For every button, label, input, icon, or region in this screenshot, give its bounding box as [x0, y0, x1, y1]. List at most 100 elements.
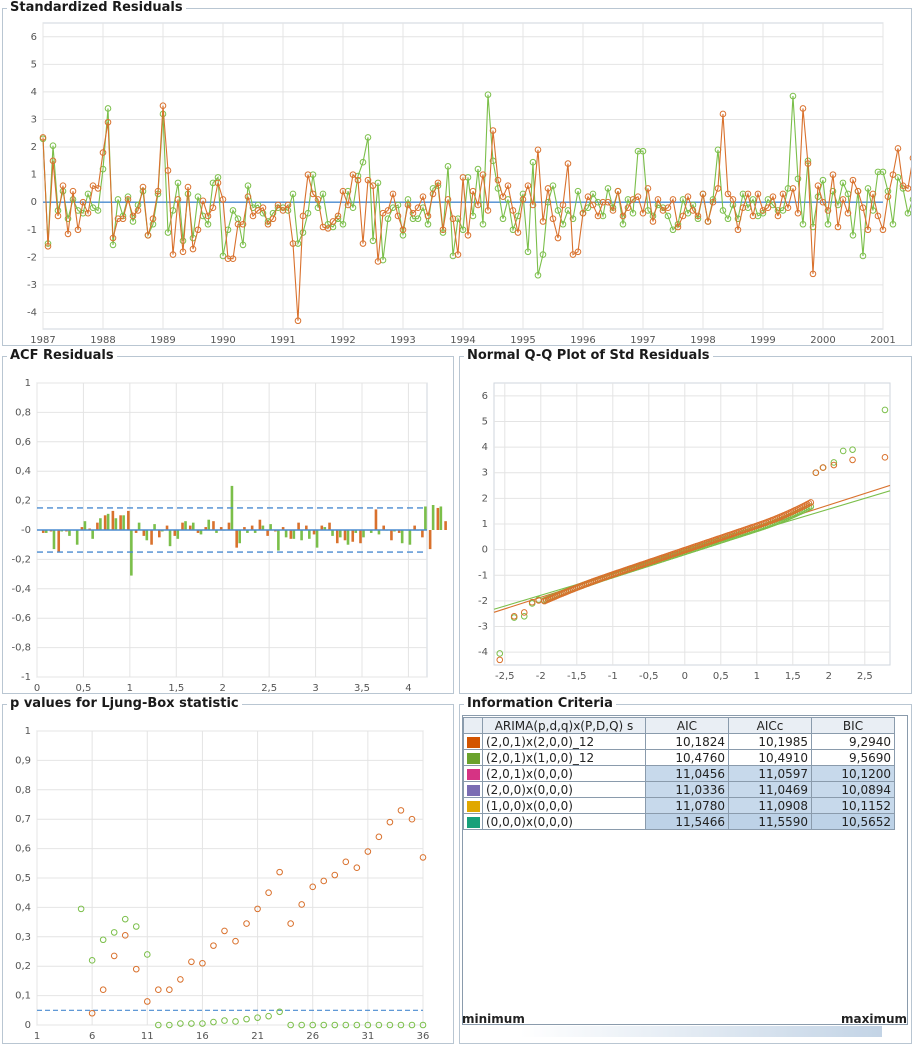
table-row[interactable]: (2,0,1)x(1,0,0)_12 10,4760 10,4910 9,5690 — [463, 749, 895, 766]
acf-bar-green — [191, 522, 195, 530]
data-point — [84, 190, 92, 198]
data-point — [179, 237, 187, 245]
data-point — [629, 209, 637, 217]
data-point — [109, 234, 117, 242]
aicc-cell: 11,0908 — [728, 797, 812, 814]
acf-bar-green — [153, 524, 156, 530]
acf-bar-orange — [351, 530, 355, 542]
acf-bar-green — [331, 530, 334, 536]
data-point — [109, 241, 117, 249]
data-point — [884, 193, 892, 200]
data-point — [784, 204, 792, 212]
data-point — [219, 252, 227, 260]
acf-bar-green — [68, 530, 71, 536]
acf-bar-orange — [328, 522, 331, 530]
data-point — [849, 231, 857, 239]
x-tick-label: 1997 — [630, 335, 655, 345]
data-point — [159, 102, 167, 110]
acf-bar-orange — [219, 527, 223, 530]
data-point — [839, 179, 847, 187]
model-cell: (2,0,1)x(1,0,0)_12 — [482, 749, 646, 766]
table-row[interactable]: (2,0,1)x(0,0,0) 11,0456 11,0597 10,1200 — [463, 765, 895, 782]
data-point — [619, 212, 627, 220]
table-row[interactable]: (2,0,0)x(0,0,0) 11,0336 11,0469 10,0894 — [463, 781, 895, 798]
qq-point-green — [849, 446, 856, 453]
y-tick-label: -4 — [27, 307, 37, 318]
data-point — [404, 201, 412, 209]
y-tick-label: 2 — [31, 142, 37, 153]
data-point — [634, 147, 642, 155]
pvalue-point-orange — [199, 959, 206, 967]
data-point — [879, 168, 887, 176]
data-point — [764, 196, 772, 203]
data-point — [314, 204, 322, 212]
information-criteria-table[interactable]: ARIMA(p,d,q)x(P,D,Q) s AIC AICc BIC (2,0… — [463, 717, 895, 830]
data-point — [369, 182, 377, 189]
acf-bar-orange — [142, 530, 146, 536]
pvalue-point-green — [386, 1021, 394, 1029]
data-point — [559, 201, 567, 209]
data-point — [69, 187, 77, 195]
y-tick-label: 0,8 — [15, 785, 31, 796]
aic-header[interactable]: AIC — [645, 717, 729, 734]
data-point — [444, 196, 452, 203]
data-point — [229, 207, 237, 214]
x-tick-label: 1995 — [510, 335, 535, 345]
data-point — [254, 207, 262, 214]
data-point — [374, 179, 382, 187]
table-row[interactable]: (2,0,1)x(2,0,0)_12 10,1824 10,1985 9,2940 — [463, 733, 895, 750]
x-tick-label: 0,5 — [75, 683, 91, 693]
acf-bar-green — [130, 530, 133, 576]
pvalue-point-orange — [188, 958, 195, 966]
acf-bar-orange — [80, 527, 84, 530]
table-row[interactable]: (1,0,0)x(0,0,0) 11,0780 11,0908 10,1152 — [463, 797, 895, 814]
y-tick-label: 0,1 — [15, 991, 31, 1002]
acf-bar-green — [393, 530, 396, 532]
data-point — [824, 207, 832, 214]
data-point — [689, 207, 697, 214]
qq-point-orange — [881, 454, 889, 461]
model-color-swatch — [466, 784, 480, 796]
aicc-header[interactable]: AICc — [728, 717, 812, 734]
data-point — [39, 134, 47, 141]
acf-bar-orange — [235, 530, 238, 548]
data-point — [74, 226, 82, 234]
acf-bar-orange — [320, 525, 324, 530]
acf-bar-green — [238, 530, 241, 544]
acf-bar-orange — [41, 530, 45, 533]
model-color-cell — [463, 781, 483, 798]
data-point — [134, 207, 142, 214]
table-row[interactable]: (0,0,0)x(0,0,0) 11,5466 11,5590 10,5652 — [463, 813, 895, 830]
pvalue-point-orange — [353, 864, 361, 872]
data-point — [339, 187, 347, 195]
bic-header[interactable]: BIC — [811, 717, 895, 734]
model-color-cell — [463, 733, 483, 750]
acf-bar-orange — [274, 530, 277, 532]
data-point — [874, 168, 882, 176]
data-point — [389, 190, 397, 198]
pvalue-point-green — [77, 905, 85, 913]
data-point — [604, 185, 612, 192]
data-point — [819, 198, 827, 206]
x-tick-label: -2,5 — [495, 671, 515, 682]
data-point — [294, 240, 302, 247]
acf-bar-green — [300, 530, 303, 541]
y-tick-label: -2 — [478, 596, 488, 607]
data-point — [474, 201, 482, 209]
acf-bar-orange — [150, 530, 153, 545]
data-point — [569, 251, 577, 258]
data-point — [644, 185, 652, 192]
data-point — [234, 220, 242, 228]
acf-bar-green — [400, 530, 404, 544]
series-line-orange — [42, 105, 911, 321]
data-point — [414, 204, 422, 212]
model-header[interactable]: ARIMA(p,d,q)x(P,D,Q) s — [482, 717, 646, 734]
qq-point-orange — [812, 469, 820, 477]
model-color-swatch — [466, 752, 480, 764]
acf-bar-orange — [359, 530, 362, 544]
data-point — [104, 118, 112, 126]
data-point — [79, 198, 87, 206]
acf-bar-orange — [289, 530, 293, 539]
qq-chart: -2,5 -2 -1,5 -1 -0,5 0 0,5 1 1,5 2 2,5 6 5 4 3 2 1 0 -1 -2 -… — [478, 382, 891, 682]
data-point — [129, 212, 137, 220]
